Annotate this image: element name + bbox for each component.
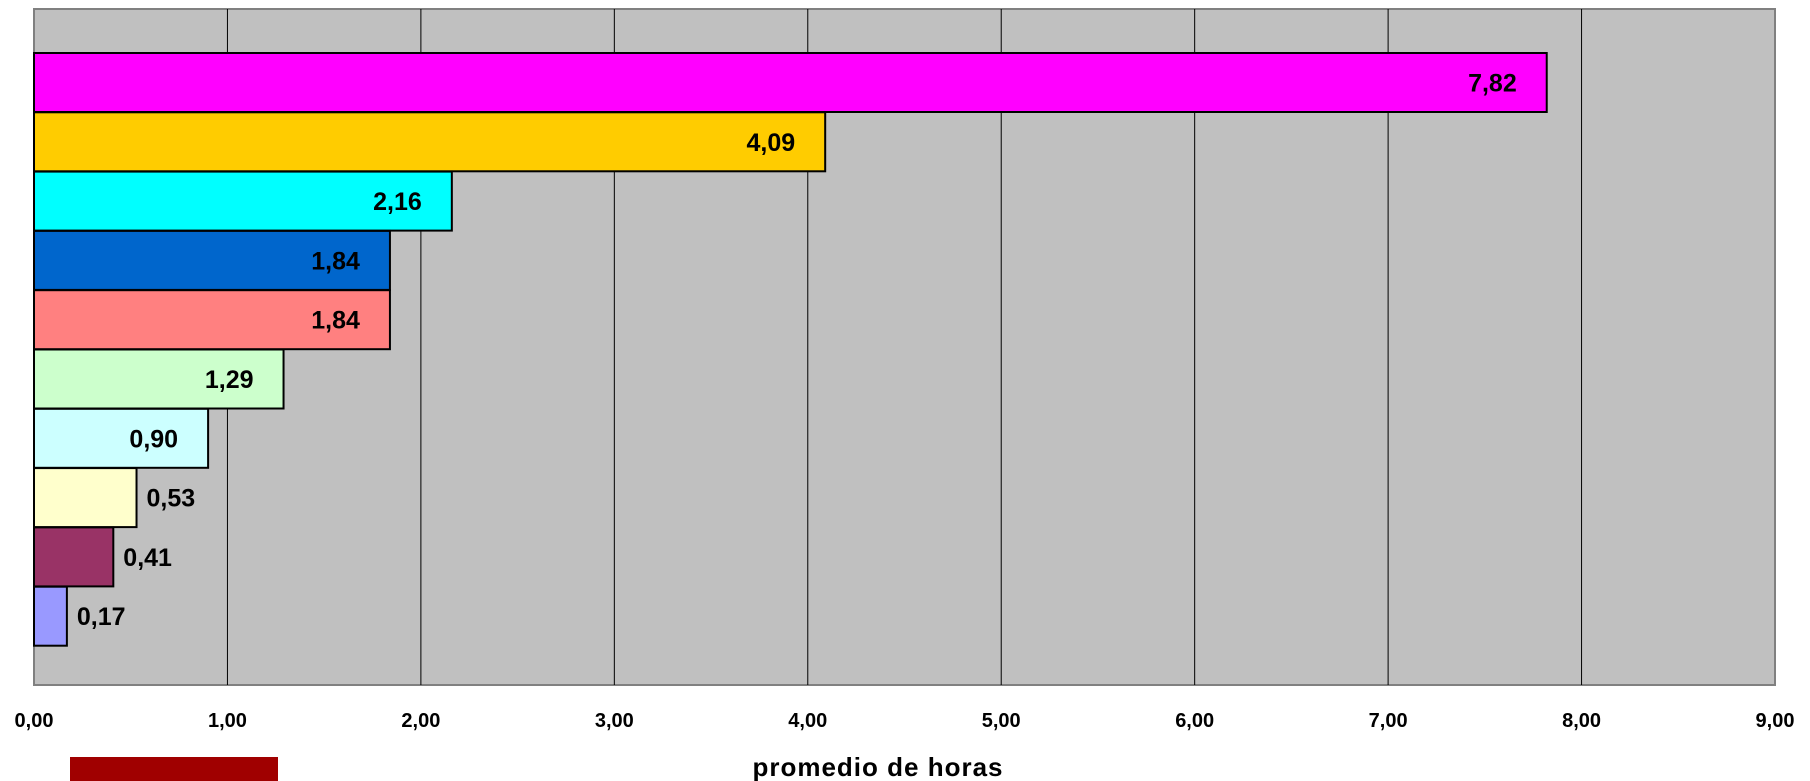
bar bbox=[33, 585, 68, 647]
data-label: 1,84 bbox=[311, 247, 360, 275]
data-label: 2,16 bbox=[373, 188, 422, 216]
bar bbox=[33, 170, 453, 232]
x-tick-label: 1,00 bbox=[208, 710, 247, 732]
data-label: 0,90 bbox=[129, 425, 178, 453]
data-label: 0,17 bbox=[77, 603, 126, 631]
data-label: 1,29 bbox=[205, 366, 254, 394]
bar bbox=[33, 229, 391, 291]
legend-swatch bbox=[70, 757, 278, 781]
data-label: 0,41 bbox=[123, 544, 172, 572]
data-label: 7,82 bbox=[1468, 70, 1517, 98]
bars bbox=[33, 52, 1548, 647]
bar bbox=[33, 111, 827, 173]
x-tick-label: 7,00 bbox=[1369, 710, 1408, 732]
bar bbox=[33, 467, 138, 529]
x-tick-label: 8,00 bbox=[1562, 710, 1601, 732]
x-tick-label: 9,00 bbox=[1756, 710, 1795, 732]
x-tick-label: 2,00 bbox=[401, 710, 440, 732]
x-tick-label: 4,00 bbox=[788, 710, 827, 732]
data-label: 0,53 bbox=[147, 485, 196, 513]
bar bbox=[33, 52, 1548, 113]
x-axis-title: promedio de horas bbox=[752, 752, 1003, 781]
bar bbox=[33, 348, 285, 410]
bar bbox=[33, 526, 115, 588]
x-tick-label: 5,00 bbox=[982, 710, 1021, 732]
data-label: 1,84 bbox=[311, 307, 360, 335]
x-tick-label: 0,00 bbox=[15, 710, 54, 732]
x-tick-label: 6,00 bbox=[1175, 710, 1214, 732]
data-labels: 7,82 4,09 2,16 1,84 1,84 1,29 0,90 0,53 0,41 0,17 bbox=[77, 70, 1517, 632]
bar bbox=[33, 407, 210, 469]
bar bbox=[33, 289, 391, 351]
x-tick-label: 3,00 bbox=[595, 710, 634, 732]
x-axis-ticks: 0,00 1,00 2,00 3,00 4,00 5,00 6,00 7,00 8,00 9,00 bbox=[15, 710, 1795, 732]
data-label: 4,09 bbox=[747, 129, 796, 157]
